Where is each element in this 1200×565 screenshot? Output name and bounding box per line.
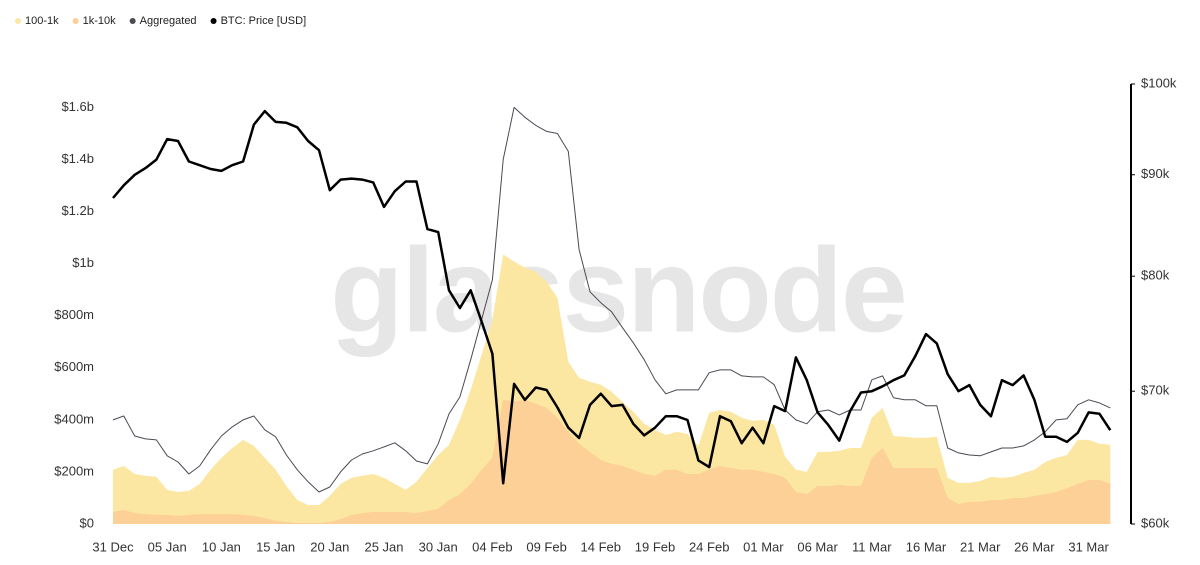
y-tick-label: $800m (54, 307, 94, 322)
x-tick-label: 20 Jan (310, 539, 349, 554)
line (112, 106, 1111, 493)
y2-tick-label: $90k (1141, 166, 1170, 181)
y-tick-label: $0 (80, 515, 94, 530)
x-tick-label: 15 Jan (256, 539, 295, 554)
x-tick-label: 16 Mar (906, 539, 947, 554)
x-tick-label: 21 Mar (960, 539, 1001, 554)
x-tick-label: 19 Feb (635, 539, 675, 554)
legend-marker (15, 18, 21, 24)
y-tick-label: $1.6b (61, 99, 94, 114)
legend-marker (210, 18, 217, 24)
y2-tick-label: $70k (1141, 383, 1170, 398)
legend-label: 1k-10k (83, 15, 117, 27)
x-tick-label: 30 Jan (419, 539, 458, 554)
y-tick-label: $400m (54, 411, 94, 426)
x-tick-label: 09 Feb (526, 539, 566, 554)
area (113, 399, 1111, 524)
x-tick-label: 31 Mar (1068, 539, 1109, 554)
y2-tick-label: $60k (1141, 515, 1170, 530)
y-tick-label: $200m (54, 463, 94, 478)
legend-label: Aggregated (140, 15, 197, 27)
legend-marker (129, 18, 136, 24)
y-tick-label: $600m (54, 359, 94, 374)
y-tick-label: $1.4b (61, 151, 94, 166)
x-tick-label: 31 Dec (92, 539, 134, 554)
x-tick-label: 01 Mar (743, 539, 784, 554)
watermark: glassnode (330, 224, 906, 358)
legend-marker (72, 18, 79, 24)
legend-label: BTC: Price [USD] (221, 15, 307, 27)
x-tick-label: 26 Mar (1014, 539, 1055, 554)
x-tick-label: 24 Feb (689, 539, 729, 554)
y2-tick-label: $100k (1141, 75, 1177, 90)
area (113, 254, 1111, 524)
x-tick-label: 25 Jan (364, 539, 403, 554)
y2-tick-label: $80k (1141, 268, 1170, 283)
legend-label: 100-1k (25, 15, 59, 27)
x-tick-label: 11 Mar (852, 539, 892, 554)
x-tick-label: 10 Jan (202, 539, 241, 554)
y-tick-label: $1.2b (61, 203, 94, 218)
x-tick-label: 05 Jan (148, 539, 187, 554)
x-tick-label: 14 Feb (581, 539, 621, 554)
x-tick-label: 06 Mar (797, 539, 838, 554)
x-tick-label: 04 Feb (472, 539, 512, 554)
y-tick-label: $1b (72, 255, 94, 270)
line (112, 109, 1112, 485)
